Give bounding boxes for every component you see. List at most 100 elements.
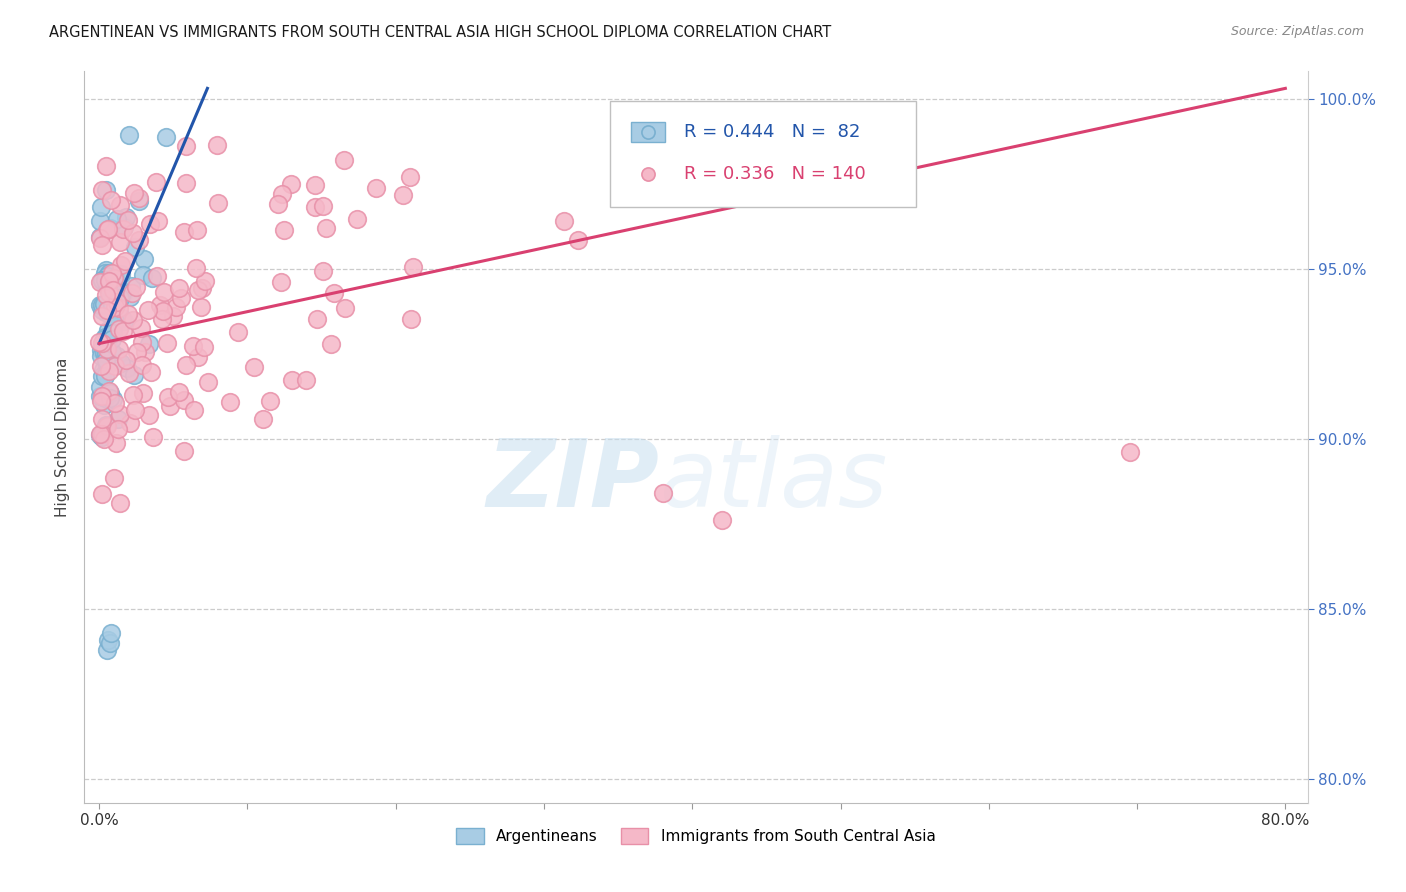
Point (94, 159, 117, 173)
Point (173, 444, 195, 458)
Point (93, 346, 115, 360)
Point (94, 368, 117, 383)
Point (89, 275, 111, 289)
Point (94, 346, 117, 360)
Point (104, 436, 127, 450)
Point (112, 222, 135, 236)
Point (111, 286, 134, 301)
Point (91, 430, 114, 444)
Point (98, 363, 121, 377)
Point (90, 343, 112, 358)
Point (132, 252, 155, 267)
Point (96, 302, 118, 317)
Point (108, 407, 131, 421)
Point (181, 339, 204, 353)
Point (96, 288, 118, 302)
Point (89, 297, 111, 311)
Point (399, 169, 422, 184)
Point (97, 286, 120, 301)
Point (91, 183, 114, 197)
Point (118, 416, 141, 430)
Point (89, 389, 111, 403)
Point (183, 402, 205, 417)
Point (94, 183, 117, 197)
Point (110, 258, 132, 272)
Point (121, 226, 143, 240)
Point (117, 307, 139, 321)
Point (567, 233, 589, 247)
Point (132, 385, 155, 400)
Point (98, 636, 121, 650)
Point (89, 214, 111, 228)
Point (101, 284, 124, 298)
Point (89, 380, 111, 394)
Text: ARGENTINEAN VS IMMIGRANTS FROM SOUTH CENTRAL ASIA HIGH SCHOOL DIPLOMA CORRELATIO: ARGENTINEAN VS IMMIGRANTS FROM SOUTH CEN… (49, 25, 831, 40)
Point (190, 300, 212, 314)
Point (90, 389, 112, 403)
Point (138, 217, 160, 231)
Point (122, 186, 145, 200)
Point (226, 326, 249, 340)
Point (101, 333, 124, 347)
Point (108, 301, 131, 316)
Point (96, 223, 118, 237)
Point (96, 358, 118, 372)
Point (150, 311, 173, 326)
Point (112, 219, 135, 234)
Point (156, 390, 179, 404)
Point (93, 332, 115, 346)
Point (115, 210, 138, 224)
Point (710, 513, 733, 527)
Point (110, 311, 132, 326)
Point (125, 279, 148, 293)
Point (91, 309, 114, 323)
Point (174, 176, 197, 190)
Point (112, 285, 135, 299)
Point (392, 187, 415, 202)
Point (129, 321, 152, 335)
Point (173, 392, 195, 407)
Point (97, 274, 120, 288)
Point (94, 391, 117, 405)
Point (107, 350, 129, 364)
Point (267, 197, 290, 211)
Point (273, 223, 295, 237)
FancyBboxPatch shape (610, 101, 917, 207)
Legend: Argentineans, Immigrants from South Central Asia: Argentineans, Immigrants from South Cent… (450, 822, 942, 850)
Point (142, 430, 165, 444)
Point (90, 393, 112, 408)
Point (91, 273, 114, 287)
Point (104, 300, 127, 314)
Point (89, 426, 111, 441)
Point (118, 128, 141, 142)
Point (131, 335, 153, 350)
Point (98, 274, 121, 288)
Point (219, 395, 242, 409)
Point (304, 178, 326, 192)
Point (399, 312, 422, 326)
Point (104, 269, 127, 284)
Point (184, 261, 207, 276)
Point (167, 384, 190, 399)
Point (90, 359, 112, 373)
Point (96, 418, 118, 433)
Point (125, 344, 148, 359)
Point (112, 314, 135, 328)
Point (90, 487, 112, 501)
Point (315, 220, 337, 235)
Point (205, 138, 228, 153)
Point (139, 365, 162, 379)
Point (145, 175, 167, 189)
Text: Source: ZipAtlas.com: Source: ZipAtlas.com (1230, 25, 1364, 38)
Point (98, 391, 121, 405)
Point (1118, 445, 1140, 459)
Point (91, 426, 114, 441)
Point (94, 417, 117, 432)
Point (110, 267, 132, 281)
Point (128, 191, 150, 205)
Point (98, 330, 121, 344)
Point (98, 386, 121, 401)
Point (176, 138, 198, 153)
Point (100, 193, 122, 207)
Point (101, 266, 124, 280)
